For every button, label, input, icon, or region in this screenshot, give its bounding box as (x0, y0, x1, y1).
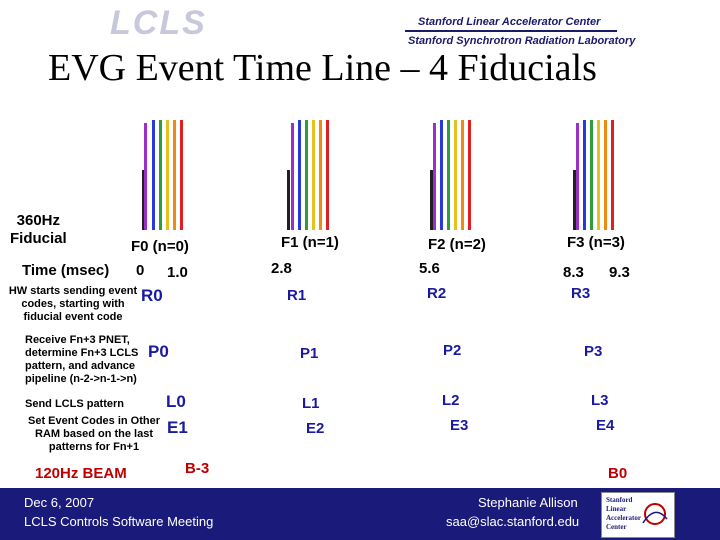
r2-label: R2 (427, 285, 447, 302)
timeline-bar (305, 120, 308, 230)
timeline-bar (597, 120, 600, 230)
header-banner: LCLS Stanford Linear Accelerator Center … (0, 0, 720, 52)
p0-label: P0 (148, 342, 169, 361)
timeline-bar (312, 120, 315, 230)
r3-label: R3 (571, 285, 591, 302)
time-f3-a: 8.3 (563, 264, 584, 281)
timeline-bar (326, 120, 329, 230)
slac-logo-graphic (642, 503, 668, 525)
timeline-bar (461, 120, 464, 230)
l3-label: L3 (591, 392, 609, 409)
fiducial-3-name: F3 (n=3) (567, 234, 625, 251)
slac-logo: Stanford Linear Accelerator Center (601, 492, 675, 538)
timeline-bar (159, 120, 162, 230)
slide-body (8, 88, 706, 488)
time-f0-b: 1.0 (167, 264, 188, 281)
l1-label: L1 (302, 395, 320, 412)
timeline-bar (447, 120, 450, 230)
r0-label: R0 (141, 286, 163, 305)
timeline-bar (590, 120, 593, 230)
timeline-bar (152, 120, 155, 230)
beam-row-label: 120Hz BEAM (35, 465, 127, 482)
footer-date: Dec 6, 2007 (24, 495, 95, 510)
p3-label: P3 (584, 343, 603, 360)
timeline-bar (291, 123, 294, 230)
set-row-label: Set Event Codes in Other RAM based on th… (27, 415, 161, 453)
timeline-bar (142, 170, 145, 230)
e2-label: E2 (306, 420, 325, 437)
timeline-bar (576, 123, 579, 230)
send-row-label: Send LCLS pattern (25, 398, 125, 410)
fiducial-1-name: F1 (n=1) (281, 234, 339, 251)
timeline-bar (604, 120, 607, 230)
l2-label: L2 (442, 392, 460, 409)
timeline-bar (144, 123, 147, 230)
logo-line: Center (606, 523, 627, 531)
footer-bar: Dec 6, 2007 LCLS Controls Software Meeti… (0, 488, 720, 540)
footer-email: saa@slac.stanford.edu (446, 514, 580, 529)
e1-label: E1 (167, 418, 188, 437)
org-line-1: Stanford Linear Accelerator Center (418, 16, 601, 28)
time-f2-a: 5.6 (419, 260, 440, 277)
pnet-row-label: Receive Fn+3 PNET, determine Fn+3 LCLS p… (25, 334, 139, 385)
timeline-bar (430, 170, 433, 230)
timeline-bar (433, 123, 436, 230)
e3-label: E3 (450, 417, 469, 434)
b0-label: B0 (608, 465, 628, 482)
timeline-bar (440, 120, 443, 230)
p1-label: P1 (300, 345, 319, 362)
time-f3-b: 9.3 (609, 264, 630, 281)
page-title: EVG Event Time Line – 4 Fiducials (48, 47, 597, 89)
e4-label: E4 (596, 417, 615, 434)
timeline-bar (573, 170, 576, 230)
logo-line: Linear (606, 505, 627, 513)
timeline-bar (454, 120, 457, 230)
time-row-label: Time (msec) (22, 262, 110, 279)
lcls-logo: LCLS (110, 4, 207, 42)
logo-line: Stanford (606, 496, 633, 504)
fiducial-2-name: F2 (n=2) (428, 236, 486, 253)
timeline-bar (468, 120, 471, 230)
header-rule (405, 30, 617, 32)
fiducial-row-label: 360Hz Fiducial (10, 212, 67, 247)
p2-label: P2 (443, 342, 462, 359)
footer-meeting: LCLS Controls Software Meeting (24, 514, 214, 529)
logo-line: Accelerator (606, 514, 641, 522)
org-line-2: Stanford Synchrotron Radiation Laborator… (408, 35, 636, 47)
timeline-bar (287, 170, 290, 230)
l0-label: L0 (166, 392, 186, 411)
timeline-bar (319, 120, 322, 230)
time-f0-a: 0 (136, 262, 145, 279)
timeline-bar (166, 120, 169, 230)
timeline-bar (298, 120, 301, 230)
hw-row-label: HW starts sending event codes, starting … (8, 285, 138, 323)
timeline-bar (611, 120, 614, 230)
r1-label: R1 (287, 287, 307, 304)
time-f1-a: 2.8 (271, 260, 292, 277)
fiducial-0-name: F0 (n=0) (131, 238, 189, 255)
timeline-bar (583, 120, 586, 230)
timeline-bar (180, 120, 183, 230)
slac-logo-lines: Stanford Linear Accelerator Center (606, 496, 641, 532)
footer-author: Stephanie Allison (478, 495, 578, 510)
timeline-bar (173, 120, 176, 230)
b-minus-3-label: B-3 (185, 460, 210, 477)
